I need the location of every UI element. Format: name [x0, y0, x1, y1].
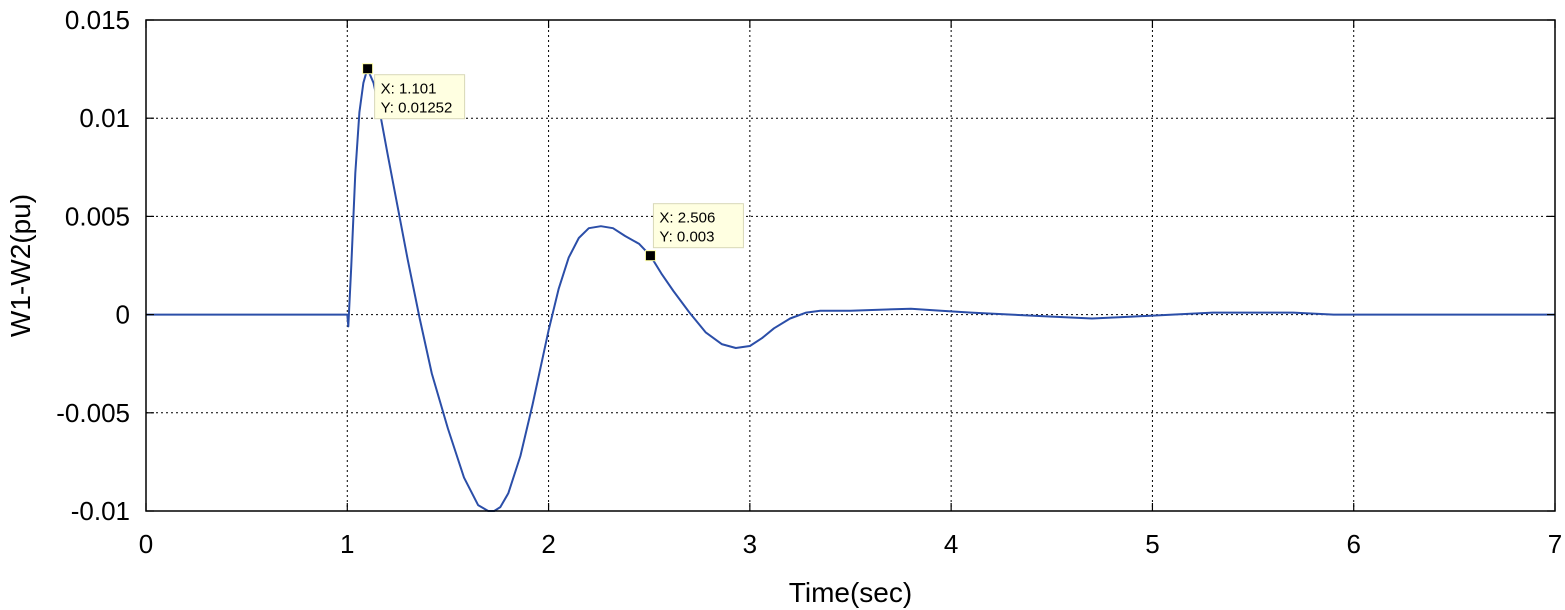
x-tick-label: 2 — [541, 529, 555, 559]
y-tick-label: 0.01 — [79, 103, 130, 133]
series-line — [146, 67, 1555, 512]
x-tick-label: 5 — [1145, 529, 1159, 559]
plot-area — [146, 20, 1555, 511]
datatip-x-text: X: 2.506 — [659, 210, 715, 227]
x-tick-label: 0 — [139, 529, 153, 559]
datatip-marker — [362, 63, 374, 75]
y-tick-label: -0.01 — [71, 496, 130, 526]
y-tick-label: 0 — [116, 300, 130, 330]
datatip-y-text: Y: 0.01252 — [381, 100, 453, 117]
datatip: X: 2.506 Y: 0.003 — [644, 203, 744, 262]
y-axis-label: W1-W2(pu) — [5, 194, 36, 337]
x-tick-label: 7 — [1548, 529, 1562, 559]
x-tick-label: 3 — [743, 529, 757, 559]
y-tick-label: 0.015 — [65, 5, 130, 35]
plot-frame — [145, 19, 1556, 512]
datatip-marker — [644, 250, 656, 262]
datatip-y-text: Y: 0.003 — [659, 229, 714, 246]
y-tick-label: -0.005 — [56, 398, 130, 428]
x-tick-label: 4 — [944, 529, 958, 559]
datatips: X: 1.101 Y: 0.01252 X: 2.506 Y: 0.003 — [362, 63, 744, 262]
ticks: 0 1 2 3 4 5 6 7 0.015 0.01 0.005 0 -0.005 -0.01 — [56, 5, 1562, 559]
series-layer — [146, 67, 1555, 512]
x-axis-label: Time(sec) — [789, 577, 912, 608]
x-tick-label: 1 — [340, 529, 354, 559]
grid — [146, 20, 1555, 511]
datatip-x-text: X: 1.101 — [381, 81, 437, 98]
y-tick-label: 0.005 — [65, 201, 130, 231]
datatip-box — [652, 203, 744, 249]
datatip-box — [374, 74, 466, 120]
x-tick-label: 6 — [1346, 529, 1360, 559]
datatip: X: 1.101 Y: 0.01252 — [362, 63, 466, 120]
